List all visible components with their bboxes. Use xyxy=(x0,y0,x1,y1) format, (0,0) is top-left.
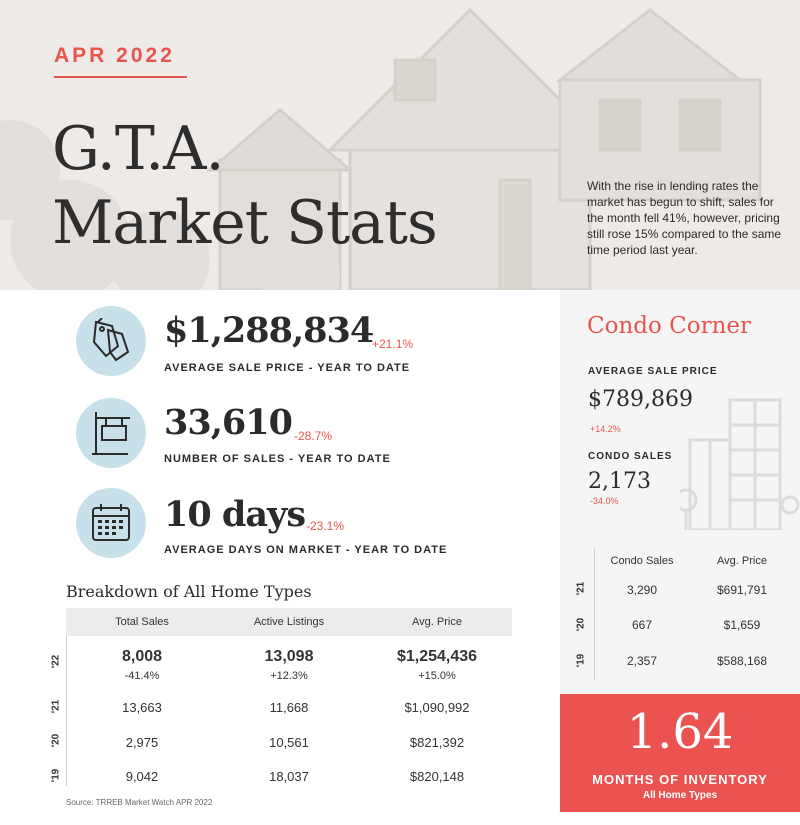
active-listings-21: 11,668 xyxy=(269,700,309,715)
report-date: APR 2022 xyxy=(54,44,175,67)
active-listings-20: 10,561 xyxy=(269,735,309,750)
avg-price-21: $1,090,992 xyxy=(404,700,470,715)
col-header-avg-price: Avg. Price xyxy=(412,616,462,628)
condo-avg-price-value: $789,869 xyxy=(588,387,693,412)
date-underline xyxy=(54,76,187,78)
months-of-inventory-label: MONTHS OF INVENTORY xyxy=(592,772,768,787)
breakdown-divider xyxy=(66,636,67,786)
col-header-total-sales: Total Sales xyxy=(115,616,169,628)
avg-price-19: $820,148 xyxy=(409,769,465,784)
total-sales-20: 2,975 xyxy=(125,735,159,750)
avg-price-22: $1,254,436 xyxy=(396,648,478,665)
months-of-inventory-value: 1.64 xyxy=(626,704,734,760)
condo-sales-label: CONDO SALES xyxy=(588,451,673,462)
condo-col-header-avg-price: Avg. Price xyxy=(717,555,767,567)
intro-text: With the rise in lending rates the marke… xyxy=(587,179,782,257)
days-on-market-change: -23.1% xyxy=(306,519,345,533)
number-of-sales-change: -28.7% xyxy=(294,429,333,443)
page-title: G.T.A. Market Stats xyxy=(52,112,438,260)
hero-banner: APR 2022 G.T.A. Market Stats With the ri… xyxy=(0,0,800,290)
condo-avg-price-change: +14.2% xyxy=(590,424,621,434)
avg-sale-price-label: AVERAGE SALE PRICE - YEAR TO DATE xyxy=(164,362,411,374)
condo-table-divider xyxy=(594,548,595,680)
total-sales-22: 8,008 xyxy=(121,648,163,665)
col-header-active-listings: Active Listings xyxy=(253,616,325,628)
year-label-22: '22 xyxy=(50,654,62,669)
condo-col-header-sales: Condo Sales xyxy=(610,555,674,567)
year-label-20: '20 xyxy=(50,733,62,748)
avg-price-change-22: +15.0% xyxy=(418,670,456,682)
year-label-21: '21 xyxy=(50,699,62,714)
number-of-sales-label: NUMBER OF SALES - YEAR TO DATE xyxy=(164,453,391,465)
condo-sales-change: -34.0% xyxy=(590,496,619,506)
condo-year-label-20: '20 xyxy=(575,617,587,632)
total-sales-19: 9,042 xyxy=(125,769,159,784)
house-background-illustration xyxy=(0,7,762,290)
for-sale-sign-icon xyxy=(76,398,146,468)
condo-avg-price-20: $1,659 xyxy=(723,618,761,632)
avg-sale-price-value: $1,288,834 xyxy=(164,310,374,351)
months-of-inventory-box: 1.64 MONTHS OF INVENTORY All Home Types xyxy=(560,694,800,812)
condo-avg-price-label: AVERAGE SALE PRICE xyxy=(588,366,718,377)
total-sales-21: 13,663 xyxy=(122,700,162,715)
condo-year-label-19: '19 xyxy=(575,653,587,668)
condo-sales-20: 667 xyxy=(631,618,653,632)
source-note: Source: TRREB Market Watch APR 2022 xyxy=(66,798,213,807)
condo-corner-title: Condo Corner xyxy=(587,313,751,339)
breakdown-header-bar xyxy=(66,608,512,636)
condo-year-label-21: '21 xyxy=(575,581,587,596)
condo-sales-19: 2,357 xyxy=(626,654,658,668)
avg-price-20: $821,392 xyxy=(409,735,465,750)
calendar-icon xyxy=(76,488,146,558)
condo-avg-price-21: $691,791 xyxy=(716,583,768,597)
total-sales-change-22: -41.4% xyxy=(124,670,160,682)
condo-sales-21: 3,290 xyxy=(626,583,658,597)
active-listings-22: 13,098 xyxy=(264,648,314,665)
number-of-sales-value: 33,610 xyxy=(164,402,293,443)
title-line-1: G.T.A. xyxy=(52,114,225,184)
breakdown-title: Breakdown of All Home Types xyxy=(66,582,312,601)
condo-corner-panel xyxy=(560,290,800,694)
days-on-market-label: AVERAGE DAYS ON MARKET - YEAR TO DATE xyxy=(164,544,448,556)
condo-avg-price-19: $588,168 xyxy=(716,654,768,668)
buildings-background-illustration xyxy=(680,398,800,530)
year-label-19: '19 xyxy=(50,768,62,783)
avg-sale-price-change: +21.1% xyxy=(372,337,414,351)
condo-sales-value: 2,173 xyxy=(588,469,651,494)
active-listings-19: 18,037 xyxy=(269,769,309,784)
days-on-market-value: 10 days xyxy=(164,494,306,535)
months-of-inventory-sub: All Home Types xyxy=(642,790,718,801)
price-tag-icon xyxy=(76,306,146,376)
title-line-2: Market Stats xyxy=(52,188,438,258)
active-listings-change-22: +12.3% xyxy=(270,670,308,682)
